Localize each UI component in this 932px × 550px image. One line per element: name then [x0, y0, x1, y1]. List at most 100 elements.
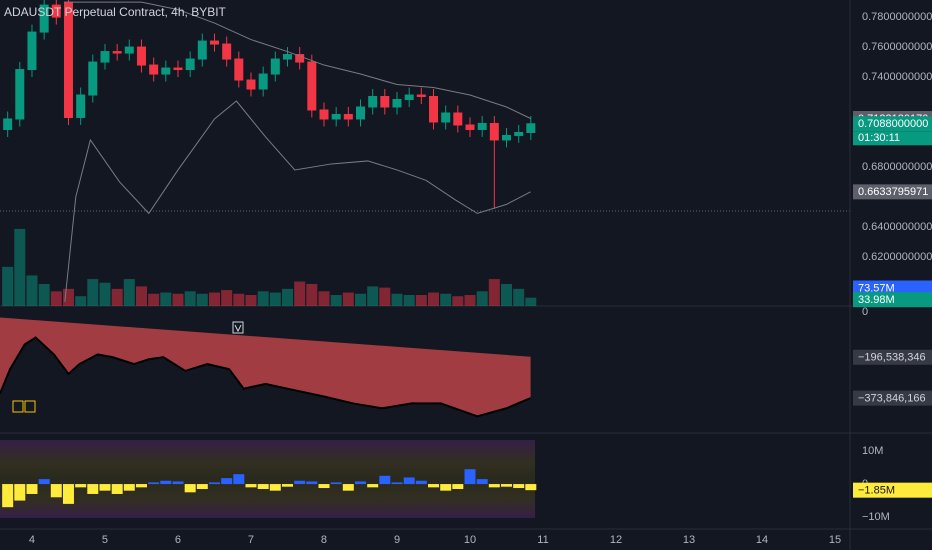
histogram-bar	[2, 484, 14, 508]
x-tick-label: 11	[537, 534, 548, 546]
histogram-bar	[330, 482, 342, 485]
volume-bar	[87, 279, 99, 306]
y-tick-label: −10M	[862, 511, 890, 523]
countdown-tag	[853, 131, 932, 146]
price-tag	[853, 349, 932, 365]
x-tick-label: 5	[102, 534, 108, 546]
x-tick-label: 4	[29, 534, 35, 546]
histogram-bar	[440, 484, 452, 491]
histogram-bar	[233, 474, 245, 485]
volume-bar	[488, 279, 500, 306]
candle-body	[526, 123, 536, 133]
candle-body	[270, 58, 280, 75]
candle-body	[234, 58, 244, 81]
volume-bar	[196, 293, 208, 306]
histogram-bar	[415, 480, 427, 485]
histogram-bar	[135, 484, 147, 488]
volume-bar	[342, 292, 354, 306]
price-tag	[853, 292, 932, 308]
price-tag	[853, 390, 932, 406]
histogram-bar	[403, 477, 415, 485]
candle-body	[76, 94, 86, 118]
y-tick-label: 0.7400000000	[862, 71, 932, 83]
x-tick-label: 12	[610, 534, 622, 546]
x-tick-label: 10	[464, 534, 476, 546]
marker-icon	[232, 321, 244, 334]
volume-bar	[14, 228, 26, 306]
oscillator-background	[0, 440, 535, 518]
candle-body	[15, 69, 25, 120]
price-tag-label: −373,846,166	[858, 393, 926, 405]
volume-bar	[111, 288, 123, 306]
histogram-bar	[245, 484, 257, 488]
candle-body	[282, 54, 292, 60]
volume-bar	[75, 296, 87, 306]
candle-body	[63, 1, 73, 118]
y-tick-label: 0.6200000000	[862, 251, 932, 263]
histogram-bar	[62, 484, 74, 504]
volume-bar	[403, 294, 415, 306]
histogram-bar	[391, 482, 403, 485]
candle-body	[136, 46, 146, 66]
candle-body	[149, 64, 159, 75]
volume-bar	[294, 281, 306, 306]
y-tick-label: 0.7800000000	[862, 11, 932, 23]
volume-bar	[26, 275, 38, 306]
candle-body	[453, 112, 463, 126]
histogram-bar	[26, 484, 38, 494]
volume-bar	[428, 292, 440, 306]
price-tag-label: 73.57M	[858, 282, 895, 294]
histogram-bar	[488, 484, 500, 488]
candle-body	[185, 58, 195, 71]
histogram-bar	[525, 484, 537, 491]
candle-body	[88, 61, 98, 96]
countdown: 01:30:11	[858, 132, 900, 144]
histogram-bar	[172, 481, 184, 485]
histogram-bar	[367, 484, 379, 488]
volume-bar	[354, 293, 366, 306]
histogram-bar	[354, 481, 366, 485]
x-tick-label: 14	[756, 534, 768, 546]
candle-body	[343, 113, 353, 120]
histogram-bar	[513, 484, 525, 489]
bollinger-band	[64, 1, 531, 119]
volume-bar	[513, 288, 525, 306]
volume-bar	[38, 283, 50, 306]
volume-bar	[379, 287, 391, 306]
histogram-bar	[38, 479, 50, 485]
histogram-bar	[476, 479, 488, 485]
volume-bar	[391, 293, 403, 306]
candle-body	[51, 4, 61, 18]
volume-bar	[415, 294, 427, 306]
volume-bar	[221, 290, 233, 306]
bollinger-band	[64, 100, 531, 302]
volume-bar	[233, 293, 245, 306]
candle-body	[27, 31, 37, 71]
histogram-bar	[269, 484, 281, 491]
candle-body	[392, 99, 402, 108]
volume-bar	[160, 292, 172, 306]
candle-body	[514, 131, 524, 136]
histogram-bar	[208, 482, 220, 485]
y-tick-label: 10M	[862, 445, 883, 457]
y-tick-label: 0	[862, 306, 868, 318]
histogram-bar	[87, 484, 99, 494]
candle-body	[489, 122, 499, 141]
volume-bar	[269, 292, 281, 306]
volume-bar	[172, 293, 184, 306]
histogram-bar	[342, 484, 354, 491]
histogram-bar	[221, 478, 233, 485]
x-tick-label: 7	[248, 534, 254, 546]
candle-body	[502, 134, 512, 141]
y-tick-label: 0.6400000000	[862, 221, 932, 233]
volume-bar	[62, 288, 74, 306]
area-fill	[0, 317, 531, 417]
price-tag	[853, 184, 932, 200]
candle-body	[429, 96, 439, 123]
histogram-bar	[196, 484, 208, 490]
histogram-bar	[160, 480, 172, 485]
volume-bar	[367, 286, 379, 306]
histogram-bar	[452, 484, 464, 490]
candle-body	[161, 67, 171, 75]
histogram-bar	[50, 484, 62, 498]
